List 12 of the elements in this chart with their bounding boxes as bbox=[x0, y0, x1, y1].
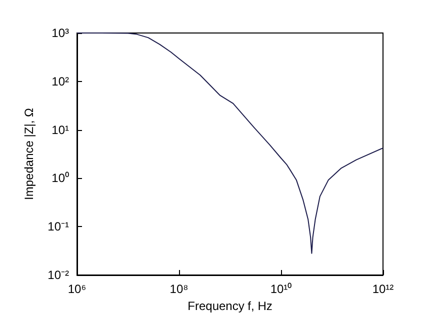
y-axis-title: Impedance |Z|, Ω bbox=[22, 108, 36, 200]
x-tick-label: 10⁸ bbox=[170, 282, 188, 296]
y-tick-label: 10⁻¹ bbox=[48, 220, 70, 234]
x-tick-label: 10⁶ bbox=[68, 282, 86, 296]
y-tick-label: 10⁻² bbox=[48, 268, 70, 282]
y-tick-label: 10¹ bbox=[52, 122, 70, 137]
y-tick-label: 10³ bbox=[52, 26, 70, 40]
x-tick-label: 10¹⁰ bbox=[270, 282, 292, 296]
x-axis-title: Frequency f, Hz bbox=[188, 298, 272, 313]
x-tick-label: 10¹² bbox=[372, 282, 394, 296]
y-tick-label: 10² bbox=[52, 74, 70, 88]
y-tick-label: 10⁰ bbox=[52, 171, 69, 186]
